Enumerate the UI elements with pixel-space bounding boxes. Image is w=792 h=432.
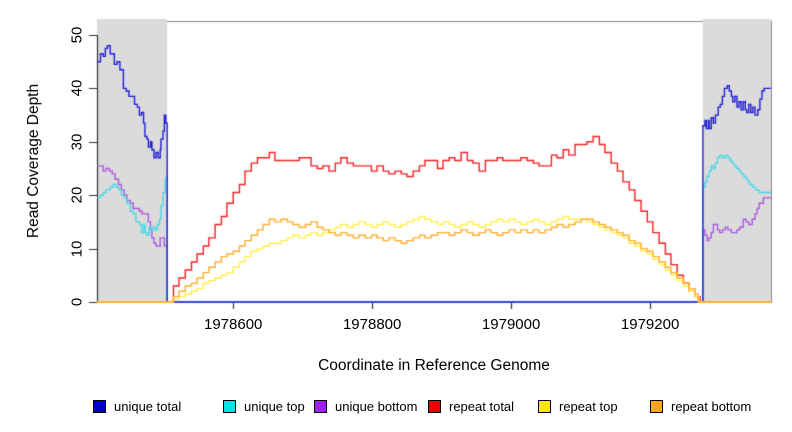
legend-item-repeat-top: repeat top — [538, 399, 618, 414]
legend-item-unique-total: unique total — [93, 399, 181, 414]
legend-label: repeat total — [449, 399, 515, 414]
legend-swatch-icon — [538, 400, 551, 413]
y-axis-title: Read Coverage Depth — [25, 83, 42, 239]
legend-swatch-icon — [428, 400, 441, 413]
x-tick-label: 1979000 — [481, 316, 541, 333]
legend-item-unique-top: unique top — [223, 399, 305, 414]
legend-label: repeat bottom — [671, 399, 752, 414]
legend-swatch-icon — [650, 400, 663, 413]
legend-swatch-icon — [223, 400, 236, 413]
x-tick-label: 1979200 — [620, 316, 680, 333]
legend-item-unique-bottom: unique bottom — [314, 399, 417, 414]
legend-label: unique bottom — [335, 399, 418, 414]
legend-label: unique total — [114, 399, 182, 414]
y-tick-label: 50 — [68, 26, 86, 44]
legend-swatch-icon — [314, 400, 327, 413]
x-axis-title: Coordinate in Reference Genome — [318, 357, 550, 374]
legend-label: unique top — [244, 399, 305, 414]
x-tick-label: 1978800 — [342, 316, 402, 333]
legend-swatch-icon — [93, 400, 106, 413]
y-tick-label: 20 — [68, 186, 86, 204]
legend-item-repeat-bottom: repeat bottom — [650, 399, 751, 414]
y-tick-label: 30 — [68, 133, 86, 151]
y-tick-label: 10 — [68, 240, 86, 257]
legend-item-repeat-total: repeat total — [428, 399, 514, 414]
legend-label: repeat top — [559, 399, 618, 414]
y-tick-label: 0 — [68, 297, 86, 307]
x-tick-label: 1978600 — [203, 316, 263, 333]
y-tick-label: 40 — [68, 80, 86, 97]
